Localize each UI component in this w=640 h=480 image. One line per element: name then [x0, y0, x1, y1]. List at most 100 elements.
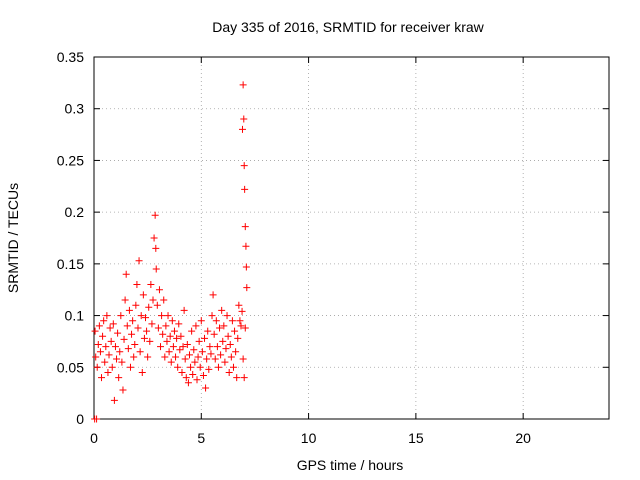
data-point: [182, 374, 190, 382]
data-point: [128, 330, 136, 338]
data-point: [187, 363, 195, 371]
data-point: [100, 317, 108, 325]
data-point: [196, 363, 204, 371]
data-point: [242, 263, 250, 271]
data-point: [225, 368, 233, 376]
x-tick-label: 15: [408, 430, 424, 446]
data-point: [98, 374, 106, 382]
data-point: [114, 329, 122, 337]
data-point: [161, 353, 169, 361]
data-point: [197, 317, 205, 325]
data-point: [239, 81, 247, 89]
data-point: [240, 115, 248, 123]
data-point: [178, 368, 186, 376]
data-point: [106, 324, 114, 332]
data-point: [93, 415, 101, 423]
data-point: [212, 317, 220, 325]
data-point: [238, 125, 246, 133]
data-point: [213, 343, 221, 351]
y-tick-label: 0.05: [57, 359, 84, 375]
data-point: [181, 355, 189, 363]
data-point: [174, 363, 182, 371]
data-point: [208, 312, 216, 320]
data-point: [217, 351, 225, 359]
data-point: [202, 384, 210, 392]
data-point: [153, 301, 161, 309]
data-point: [237, 322, 245, 330]
x-axis-label: GPS time / hours: [297, 457, 404, 473]
data-point: [173, 334, 181, 342]
plot-border: [93, 56, 610, 420]
data-point: [183, 341, 191, 349]
y-tick-label: 0.35: [57, 49, 84, 65]
data-point: [143, 327, 151, 335]
data-point: [189, 371, 197, 379]
data-point: [99, 332, 107, 340]
data-point: [92, 353, 100, 361]
data-point: [115, 374, 123, 382]
data-point: [190, 346, 198, 354]
data-point: [240, 374, 248, 382]
data-point: [122, 270, 130, 278]
data-point: [104, 368, 112, 376]
data-point: [203, 355, 211, 363]
data-point: [163, 337, 171, 345]
y-tick-label: 0.2: [65, 204, 85, 220]
data-point: [160, 296, 168, 304]
data-point: [123, 322, 131, 330]
data-point: [229, 363, 237, 371]
y-tick-label: 0.15: [57, 256, 84, 272]
data-point: [144, 353, 152, 361]
data-point: [145, 303, 153, 311]
data-point: [184, 379, 192, 387]
data-point: [198, 348, 206, 356]
data-point: [235, 301, 243, 309]
data-point: [166, 332, 174, 340]
data-point: [221, 358, 229, 366]
data-point: [120, 335, 128, 343]
data-point: [199, 372, 207, 380]
data-point: [129, 317, 137, 325]
data-point: [150, 234, 158, 242]
data-point: [133, 281, 141, 289]
data-point: [102, 343, 110, 351]
data-point: [176, 346, 184, 354]
data-point: [195, 337, 203, 345]
x-tick-label: 5: [197, 430, 205, 446]
data-point: [146, 337, 154, 345]
data-point: [126, 363, 134, 371]
data-point: [139, 291, 147, 299]
data-point: [172, 353, 180, 361]
data-point: [132, 301, 140, 309]
data-point: [167, 358, 175, 366]
data-point: [136, 348, 144, 356]
data-point: [232, 348, 240, 356]
data-point: [148, 320, 156, 328]
data-point: [228, 317, 236, 325]
data-point: [214, 363, 222, 371]
data-point: [194, 353, 202, 361]
data-point: [164, 312, 172, 320]
x-tick-label: 10: [301, 430, 317, 446]
data-point: [154, 324, 162, 332]
data-point: [121, 296, 129, 304]
data-point: [204, 327, 212, 335]
y-axis-label: SRMTID / TECUs: [5, 183, 21, 293]
data-point: [209, 291, 217, 299]
data-point: [95, 322, 103, 330]
data-point: [162, 322, 170, 330]
data-point: [94, 341, 102, 349]
data-point: [138, 368, 146, 376]
data-point: [222, 345, 230, 353]
data-point: [179, 343, 187, 351]
data-point: [224, 332, 232, 340]
data-point: [169, 343, 177, 351]
data-point: [113, 355, 121, 363]
data-point: [241, 324, 249, 332]
data-point: [109, 320, 117, 328]
y-tick-label: 0.3: [65, 101, 85, 117]
data-point: [191, 358, 199, 366]
data-point: [233, 374, 241, 382]
data-point: [219, 337, 227, 345]
data-point: [93, 363, 101, 371]
